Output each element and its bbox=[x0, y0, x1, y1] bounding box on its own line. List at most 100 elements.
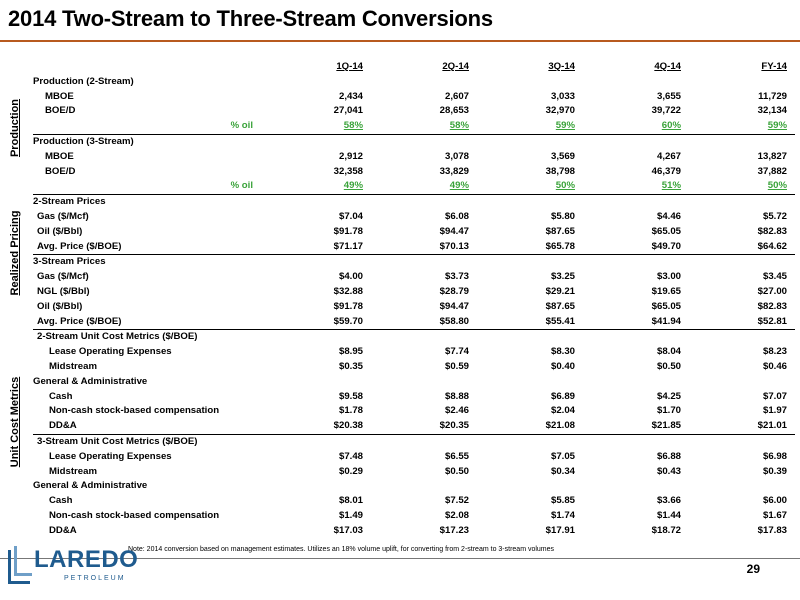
value-cell: $1.67 bbox=[762, 509, 787, 521]
row-label: % oil bbox=[230, 180, 253, 192]
value-cell bbox=[371, 194, 477, 210]
page-number: 29 bbox=[746, 562, 760, 576]
value-cell: $91.78 bbox=[333, 300, 363, 312]
value-cell: 50% bbox=[555, 180, 575, 192]
value-cell: $9.58 bbox=[338, 390, 363, 402]
value-cell: $7.07 bbox=[762, 390, 787, 402]
value-cell: 32,358 bbox=[333, 165, 363, 177]
value-cell: $20.38 bbox=[333, 420, 363, 432]
group-header-row: Production (3-Stream) bbox=[33, 133, 795, 150]
value-cell: $8.23 bbox=[762, 346, 787, 358]
value-cell: $0.43 bbox=[656, 465, 681, 477]
row-label: Lease Operating Expenses bbox=[49, 450, 172, 462]
row-label: DD&A bbox=[49, 524, 77, 536]
value-cell bbox=[265, 254, 371, 271]
value-cell: $8.30 bbox=[550, 346, 575, 358]
value-cell: $82.83 bbox=[757, 300, 787, 312]
value-cell: $21.01 bbox=[757, 420, 787, 432]
row-label: General & Administrative bbox=[33, 480, 148, 492]
footnote: Note: 2014 conversion based on managemen… bbox=[128, 546, 555, 553]
value-cell: 27,041 bbox=[333, 105, 363, 117]
value-cell: $87.65 bbox=[545, 225, 575, 237]
value-cell: $7.05 bbox=[550, 450, 575, 462]
oil-percent-row: % oil 49% 49% 50% 51% 50% bbox=[33, 179, 795, 194]
value-cell: $8.01 bbox=[338, 495, 363, 507]
section-label-production: Production bbox=[9, 98, 21, 158]
table-row: Oil ($/Bbl) $91.78 $94.47 $87.65 $65.05 $82.8… bbox=[33, 300, 795, 315]
value-cell: $0.50 bbox=[444, 465, 469, 477]
value-cell: $55.41 bbox=[545, 315, 575, 327]
value-cell: 58% bbox=[449, 120, 469, 132]
row-label: 3-Stream Unit Cost Metrics ($/BOE) bbox=[33, 433, 265, 450]
value-cell: $91.78 bbox=[333, 225, 363, 237]
value-cell bbox=[371, 479, 477, 494]
value-cell: $5.80 bbox=[550, 210, 575, 222]
value-cell: $2.46 bbox=[444, 405, 469, 417]
value-cell: 39,722 bbox=[651, 105, 681, 117]
value-cell: $0.35 bbox=[338, 360, 363, 372]
value-cell: $7.48 bbox=[338, 450, 363, 462]
value-cell: $7.74 bbox=[444, 346, 469, 358]
value-cell: $3.45 bbox=[762, 271, 787, 283]
value-cell: $3.73 bbox=[444, 271, 469, 283]
value-cell: $1.70 bbox=[656, 405, 681, 417]
section-label-pricing: Realized Pricing bbox=[9, 210, 21, 296]
value-cell: $0.34 bbox=[550, 465, 575, 477]
value-cell: $3.00 bbox=[656, 271, 681, 283]
row-label: Oil ($/Bbl) bbox=[37, 300, 83, 312]
value-cell bbox=[689, 329, 795, 346]
row-label: Cash bbox=[49, 390, 73, 402]
value-cell: 32,970 bbox=[545, 105, 575, 117]
row-label: Non-cash stock-based compensation bbox=[49, 405, 220, 417]
value-cell: 50% bbox=[767, 180, 787, 192]
table-row: Cash $8.01 $7.52 $5.85 $3.66 $6.00 bbox=[33, 494, 795, 509]
value-cell: $71.17 bbox=[333, 240, 363, 252]
group-header-row: 3-Stream Unit Cost Metrics ($/BOE) bbox=[33, 433, 795, 450]
value-cell: $18.72 bbox=[651, 524, 681, 536]
value-cell: 33,829 bbox=[439, 165, 469, 177]
table-row: Lease Operating Expenses $7.48 $6.55 $7.05 $… bbox=[33, 450, 795, 465]
value-cell bbox=[689, 133, 795, 150]
table-row: Gas ($/Mcf) $4.00 $3.73 $3.25 $3.00 $3.45 bbox=[33, 270, 795, 285]
column-header: 2Q-14 bbox=[442, 61, 469, 72]
group-header-row: 3-Stream Prices bbox=[33, 254, 795, 271]
value-cell: 3,655 bbox=[656, 90, 681, 102]
value-cell: $21.08 bbox=[545, 420, 575, 432]
table-row: NGL ($/Bbl) $32.88 $28.79 $29.21 $19.65 $27.0… bbox=[33, 285, 795, 300]
value-cell: $1.78 bbox=[338, 405, 363, 417]
column-header: 1Q-14 bbox=[336, 61, 363, 72]
row-label: 2-Stream Prices bbox=[33, 194, 265, 210]
value-cell: $59.70 bbox=[333, 315, 363, 327]
logo-word: LAREDO bbox=[34, 546, 139, 573]
value-cell bbox=[583, 254, 689, 271]
row-label: DD&A bbox=[49, 420, 77, 432]
value-cell: $0.40 bbox=[550, 360, 575, 372]
value-cell bbox=[689, 375, 795, 390]
row-label: Lease Operating Expenses bbox=[49, 346, 172, 358]
value-cell: $87.65 bbox=[545, 300, 575, 312]
row-label: Midstream bbox=[49, 465, 97, 477]
table-row: Oil ($/Bbl) $91.78 $94.47 $87.65 $65.05 $82.8… bbox=[33, 225, 795, 240]
logo-subtitle: PETROLEUM bbox=[64, 575, 126, 582]
value-cell bbox=[265, 433, 371, 450]
value-cell: 59% bbox=[767, 120, 787, 132]
table-row: Non-cash stock-based compensation $1.49 $2… bbox=[33, 509, 795, 524]
title-divider bbox=[0, 40, 800, 42]
value-cell: $58.80 bbox=[439, 315, 469, 327]
row-label: Avg. Price ($/BOE) bbox=[37, 315, 122, 327]
value-cell bbox=[371, 375, 477, 390]
value-cell: $3.25 bbox=[550, 271, 575, 283]
value-cell bbox=[583, 433, 689, 450]
value-cell bbox=[477, 433, 583, 450]
value-cell bbox=[583, 194, 689, 210]
value-cell: $4.46 bbox=[656, 210, 681, 222]
group-header-row: General & Administrative bbox=[33, 479, 795, 494]
row-label: 3-Stream Prices bbox=[33, 254, 265, 271]
value-cell bbox=[371, 133, 477, 150]
value-cell: $94.47 bbox=[439, 225, 469, 237]
table-row: Cash $9.58 $8.88 $6.89 $4.25 $7.07 bbox=[33, 390, 795, 405]
value-cell: $7.04 bbox=[338, 210, 363, 222]
table-body: Production (2-Stream) MBOE 2,434 2,607 3,033… bbox=[33, 75, 795, 539]
row-label: MBOE bbox=[45, 90, 74, 102]
value-cell: $21.85 bbox=[651, 420, 681, 432]
